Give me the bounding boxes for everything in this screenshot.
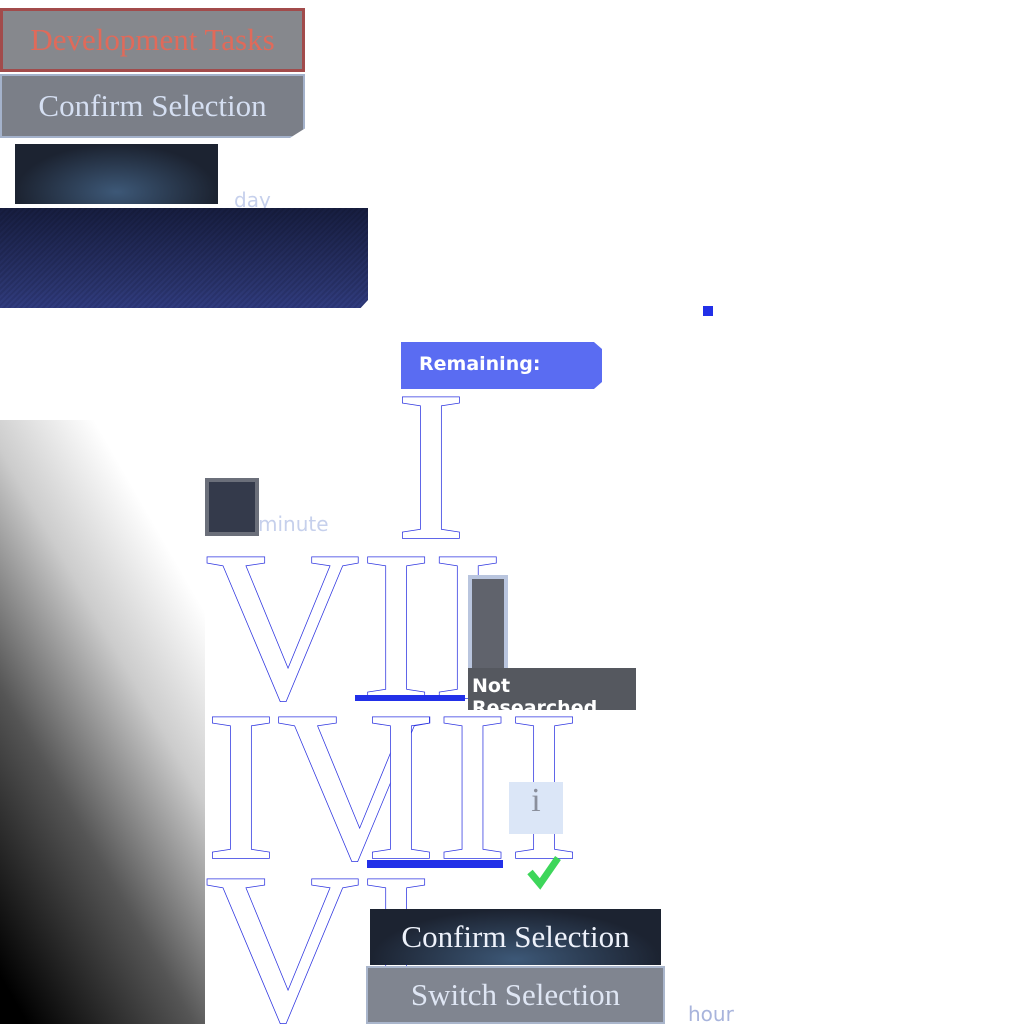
dark-panel xyxy=(15,144,218,204)
blue-dot xyxy=(703,306,713,316)
title-banner: Development Tasks xyxy=(0,8,305,72)
left-gradient xyxy=(0,420,205,1024)
numeral: VII xyxy=(205,506,503,745)
switch-button[interactable]: Switch Selection xyxy=(366,966,665,1024)
check-icon xyxy=(527,856,561,890)
striped-panel xyxy=(0,208,368,308)
icon-box xyxy=(205,478,259,536)
remaining-tag: Remaining: xyxy=(401,342,602,389)
hour-label: hour xyxy=(688,1002,734,1026)
info-icon[interactable]: i xyxy=(509,782,563,834)
gray-bar xyxy=(468,575,508,675)
status-tag: Not Researched xyxy=(468,668,636,719)
confirm-button[interactable]: Confirm Selection xyxy=(370,909,661,965)
underline xyxy=(355,695,465,701)
underline xyxy=(367,860,503,868)
numeral: I xyxy=(395,346,467,585)
confirm-header-button[interactable]: Confirm Selection xyxy=(0,74,305,138)
minute-label: minute xyxy=(258,512,329,536)
